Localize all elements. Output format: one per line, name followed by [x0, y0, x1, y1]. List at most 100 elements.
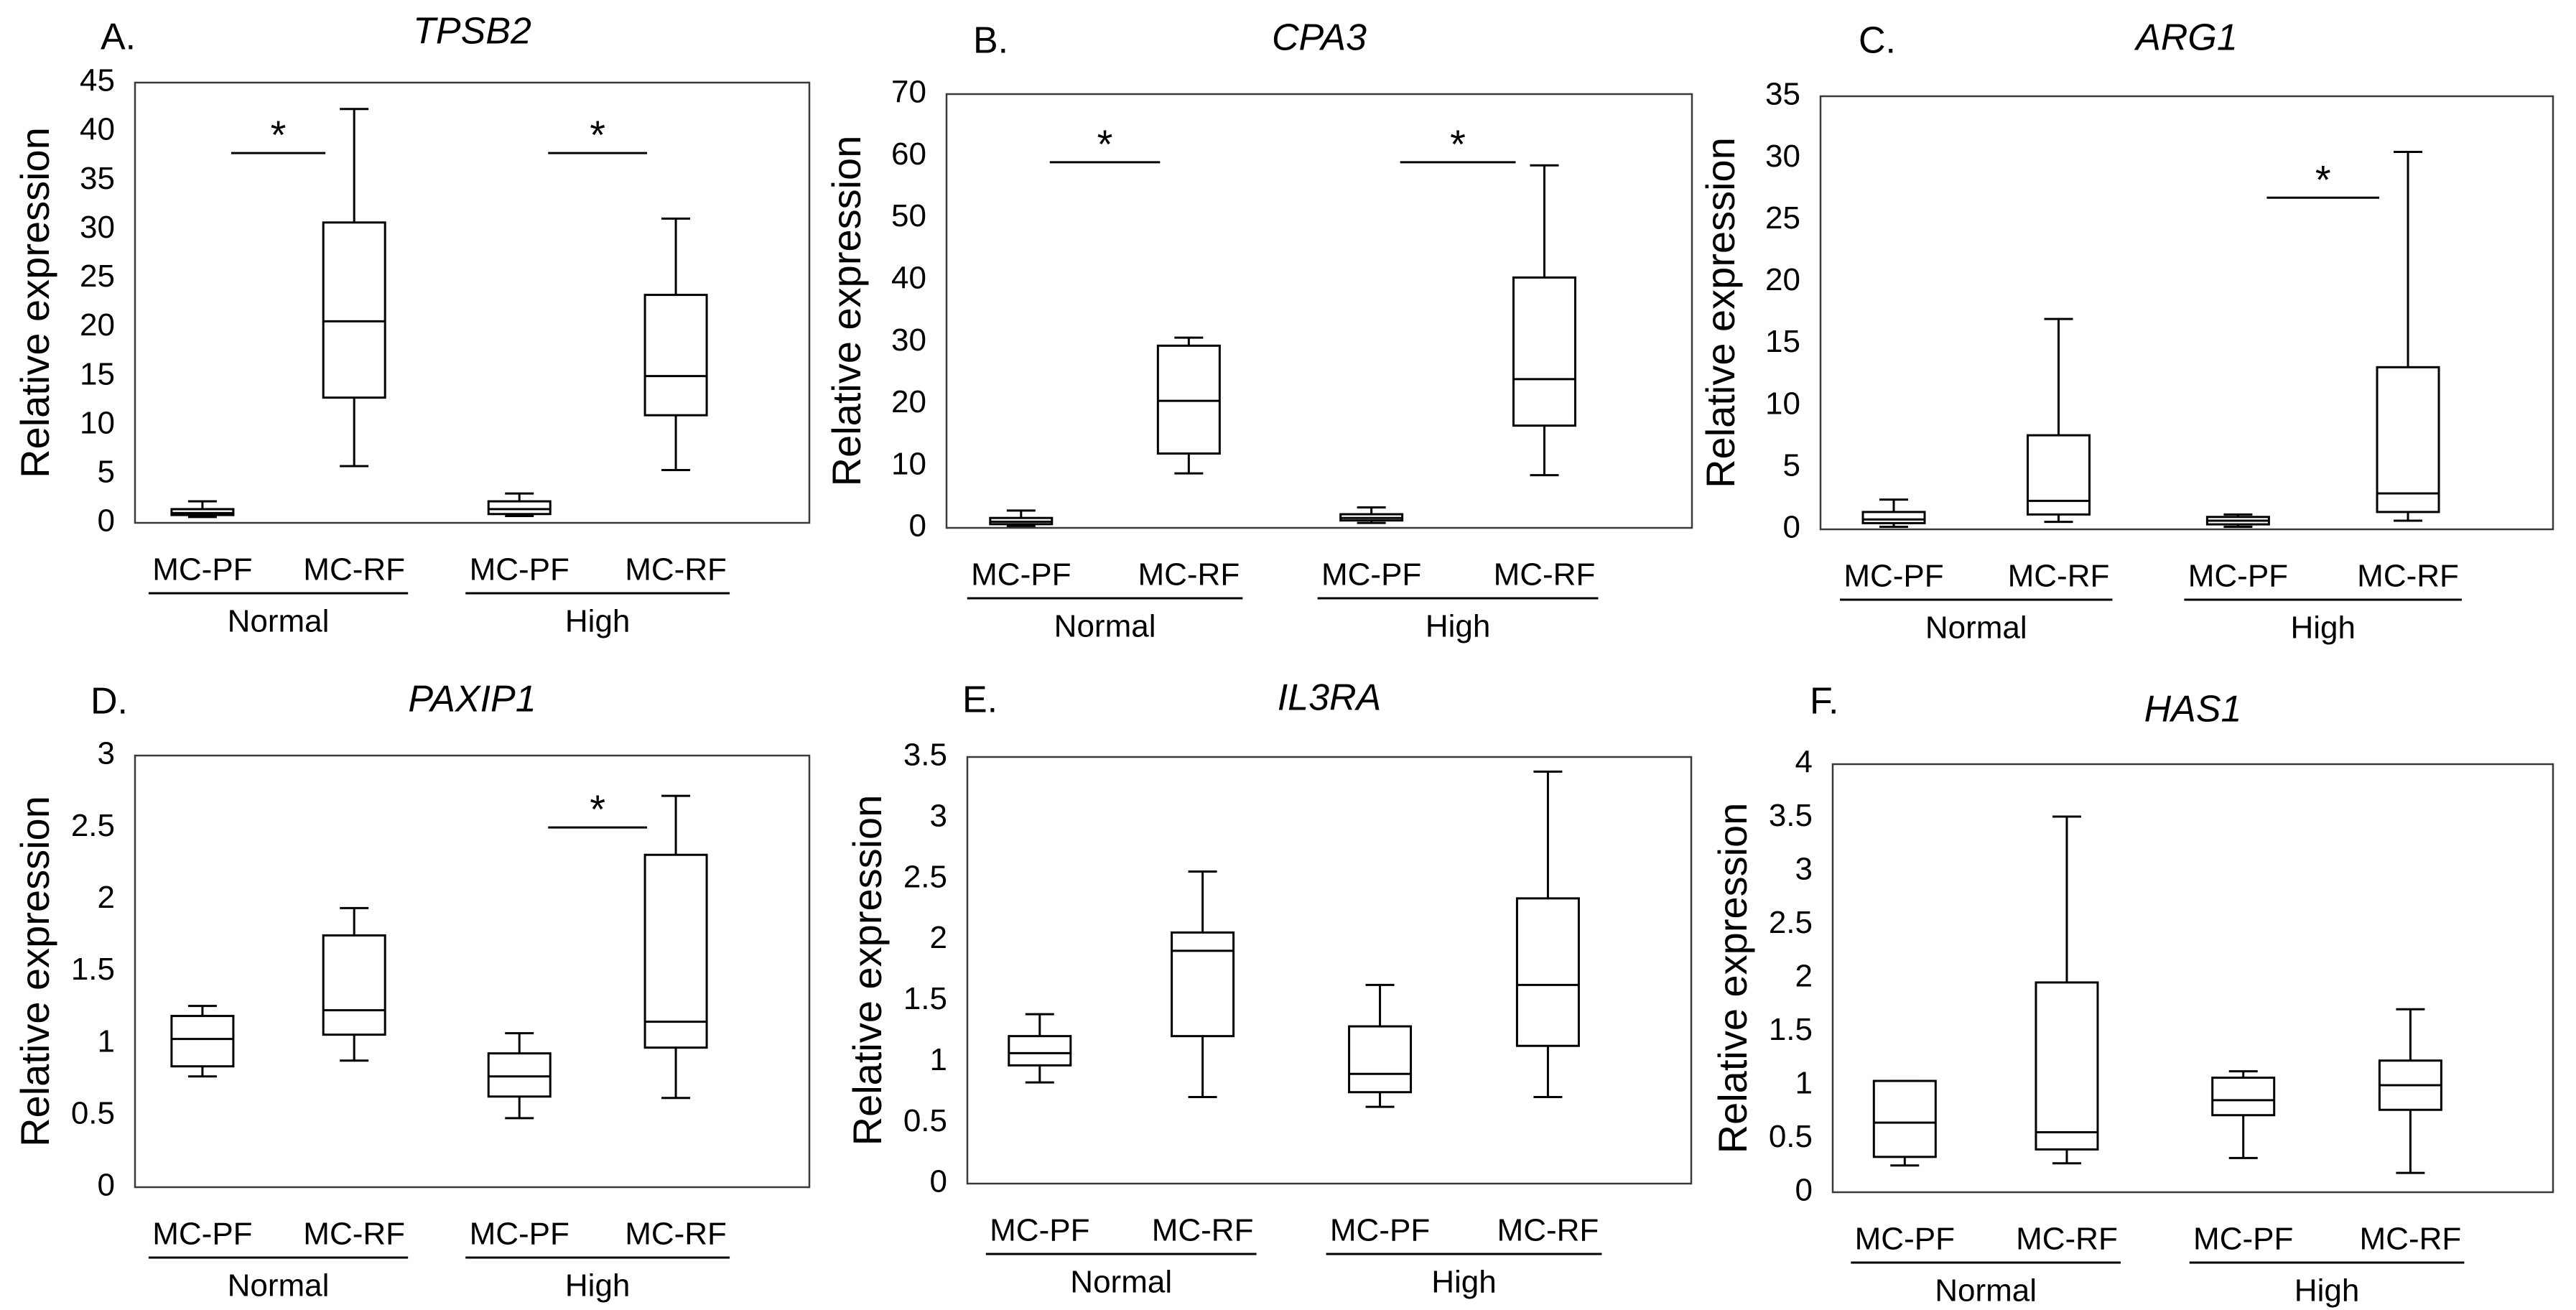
category-label: MC-PF [470, 552, 569, 587]
box-iqr [487, 1052, 552, 1098]
y-tick-label: 40 [891, 260, 926, 295]
category-label: MC-RF [2008, 559, 2110, 594]
y-tick-label: 0.5 [1769, 1119, 1813, 1154]
box-iqr [643, 853, 708, 1049]
chart-title: TPSB2 [413, 11, 531, 52]
category-label: MC-RF [303, 1217, 405, 1252]
plot-frame [134, 754, 811, 1189]
y-tick-label: 3 [1795, 852, 1813, 887]
y-tick-label: 1.5 [71, 952, 115, 987]
category-label: MC-PF [990, 1213, 1089, 1248]
box-normal-mc-rf [322, 108, 386, 468]
y-tick-label: 3 [98, 736, 115, 771]
y-tick-label: 30 [80, 210, 115, 245]
y-tick-label: 2.5 [71, 808, 115, 843]
box-high-mc-pf [487, 492, 552, 517]
y-tick-label: 5 [1783, 447, 1800, 483]
y-tick-label: 1 [98, 1023, 115, 1059]
group-label: High [1431, 1265, 1497, 1300]
box-normal-mc-pf [1861, 498, 1926, 529]
category-label: MC-PF [470, 1217, 569, 1252]
box-high-mc-pf [1348, 983, 1413, 1108]
box-high-mc-pf [1339, 506, 1404, 524]
box-normal-mc-pf [170, 500, 235, 519]
y-axis-label: Relative expression [824, 136, 869, 487]
category-label: MC-RF [1138, 557, 1240, 593]
y-tick-label: 3 [930, 798, 947, 833]
category-label: MC-PF [2188, 559, 2288, 594]
y-axis-label: Relative expression [845, 795, 890, 1146]
box-iqr [322, 221, 386, 399]
group-label: High [2294, 1273, 2360, 1309]
group-label: Normal [1925, 610, 2027, 646]
group-label: High [565, 604, 631, 639]
group-label: Normal [228, 1268, 330, 1304]
significance-marker: * [590, 112, 605, 157]
y-tick-label: 20 [1765, 262, 1800, 297]
box-iqr [1861, 511, 1926, 524]
significance-marker: * [271, 112, 287, 157]
group-label: High [565, 1268, 631, 1304]
category-label: MC-RF [2357, 559, 2459, 594]
group-label: Normal [1054, 609, 1156, 644]
plot-frame [1831, 763, 2554, 1194]
category-label: MC-PF [1321, 557, 1421, 593]
category-label: MC-RF [625, 552, 727, 587]
panel-label: E. [962, 679, 998, 721]
box-normal-mc-pf [1008, 1013, 1072, 1084]
box-normal-mc-pf [989, 509, 1054, 527]
category-label: MC-RF [2360, 1222, 2462, 1257]
panel-label: A. [101, 17, 136, 58]
y-tick-label: 35 [80, 161, 115, 196]
panel-label: D. [90, 681, 128, 723]
significance-marker: * [1097, 121, 1113, 167]
plot-frame [966, 756, 1693, 1185]
box-normal-mc-rf [1171, 870, 1235, 1099]
y-tick-label: 60 [891, 136, 926, 172]
box-iqr [322, 934, 386, 1036]
y-tick-label: 0 [98, 503, 115, 539]
category-label: MC-RF [1497, 1213, 1599, 1248]
box-normal-mc-pf [1872, 1079, 1937, 1167]
significance-marker: * [2315, 157, 2331, 202]
y-tick-label: 2.5 [903, 859, 947, 894]
chart-title: IL3RA [1278, 677, 1382, 719]
y-tick-label: 35 [1765, 77, 1800, 112]
y-tick-label: 15 [1765, 324, 1800, 359]
category-label: MC-PF [152, 552, 252, 587]
box-iqr [1156, 344, 1221, 455]
y-tick-label: 20 [80, 307, 115, 343]
box-iqr [1008, 1035, 1072, 1067]
y-tick-label: 70 [891, 75, 926, 110]
box-iqr [2211, 1077, 2276, 1117]
box-normal-mc-pf [170, 1005, 235, 1078]
category-label: MC-RF [2016, 1222, 2118, 1257]
plot-frame [1819, 95, 2554, 531]
category-label: MC-PF [152, 1217, 252, 1252]
category-label: MC-PF [971, 557, 1071, 593]
box-normal-mc-rf [2027, 317, 2091, 524]
plot-frame [134, 81, 811, 524]
box-high-mc-rf [2376, 151, 2440, 522]
significance-marker: * [590, 786, 605, 832]
group-label: High [2290, 610, 2356, 646]
box-high-mc-rf [1515, 770, 1580, 1099]
y-axis-label: Relative expression [1698, 137, 1743, 488]
y-tick-label: 0 [930, 1164, 947, 1199]
box-normal-mc-rf [322, 906, 386, 1062]
box-high-mc-pf [2205, 513, 2270, 529]
chart-title: ARG1 [2134, 17, 2238, 59]
y-tick-label: 0 [1795, 1173, 1813, 1208]
y-tick-label: 50 [891, 198, 926, 233]
category-label: MC-PF [1855, 1222, 1955, 1257]
chart-panel-b: B. CPA3 0 10 20 30 40 50 60 70 Relative expression… [824, 17, 1693, 644]
chart-panel-e: E. IL3RA 0 0.5 1 1.5 2 2.5 3 3.5 Relative expressi… [845, 677, 1693, 1300]
box-iqr [170, 1015, 235, 1068]
y-tick-label: 20 [891, 384, 926, 419]
y-tick-label: 0 [98, 1168, 115, 1203]
chart-panel-d: D. PAXIP1 0 0.5 1 1.5 2 2.5 3 Relative expression… [12, 679, 811, 1304]
chart-title: PAXIP1 [408, 679, 536, 720]
category-label: MC-RF [1152, 1213, 1254, 1248]
panel-label: F. [1810, 681, 1838, 723]
y-tick-label: 3.5 [903, 738, 947, 773]
